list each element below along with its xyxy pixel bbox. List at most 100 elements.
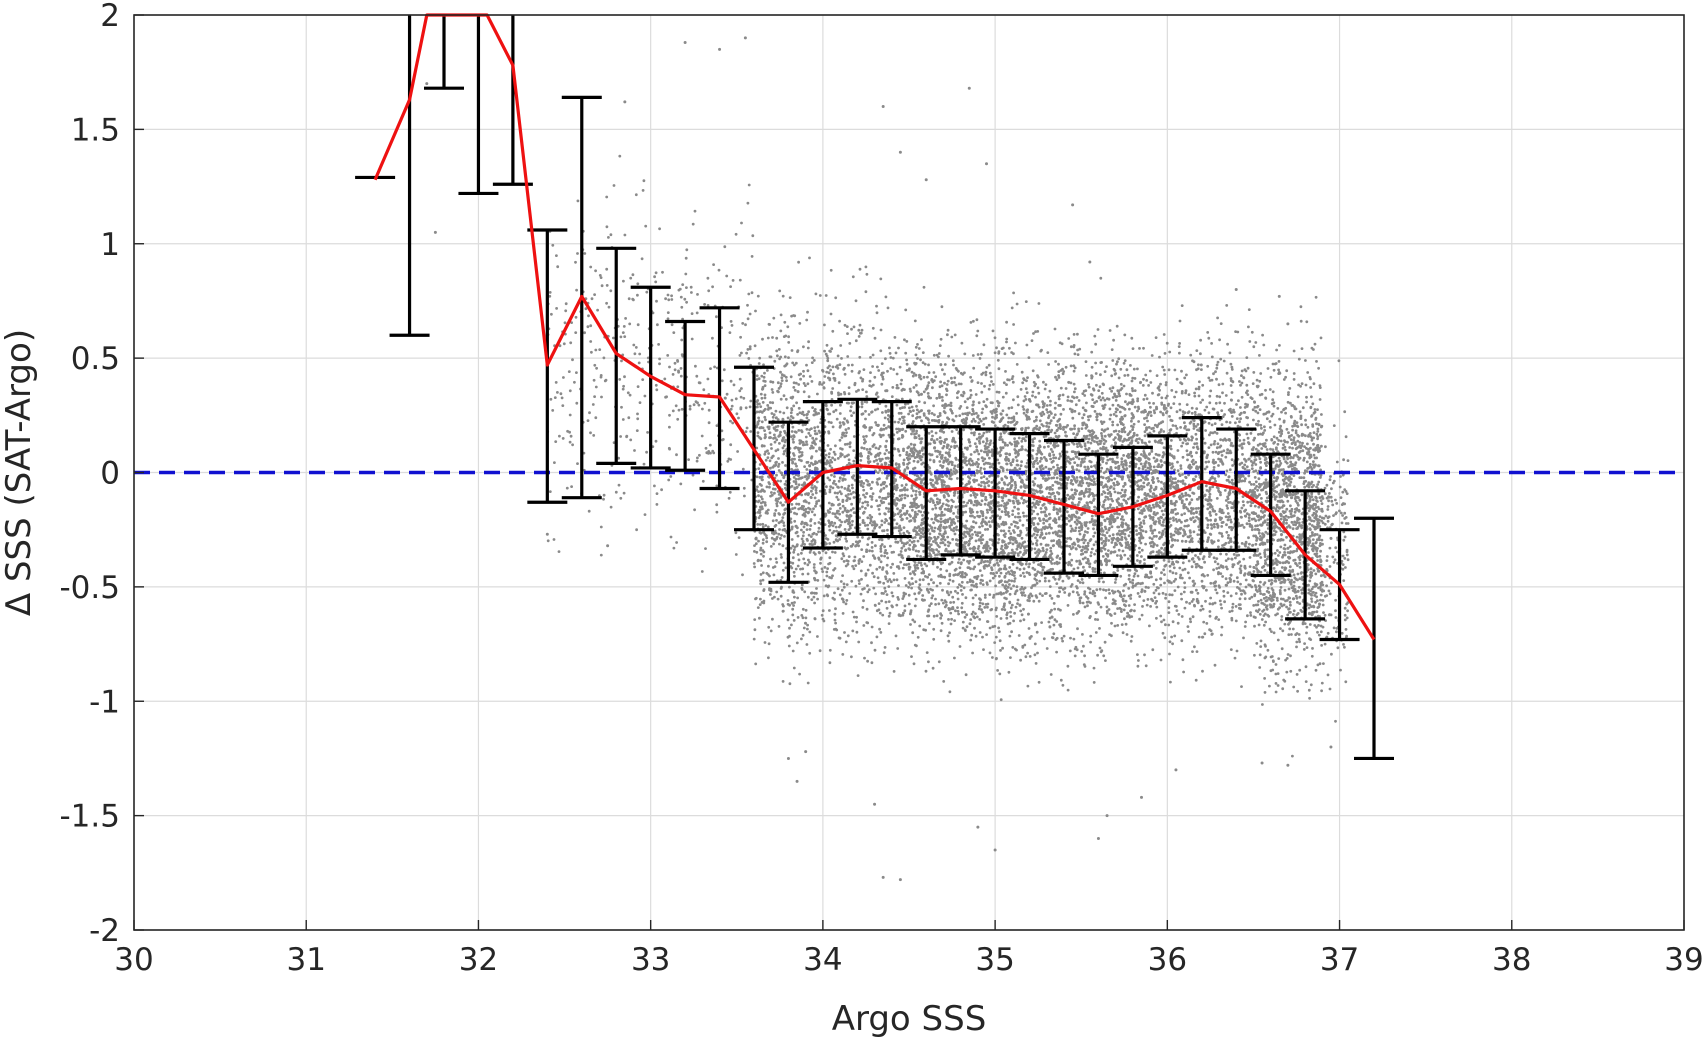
scatter-point (1015, 459, 1019, 463)
scatter-point (748, 405, 752, 409)
scatter-point (571, 443, 574, 447)
scatter-point (634, 346, 638, 349)
scatter-point (905, 511, 909, 515)
scatter-point (769, 557, 772, 561)
scatter-point (1102, 588, 1105, 592)
scatter-point (850, 369, 854, 373)
scatter-point (761, 387, 764, 391)
scatter-point (599, 374, 603, 377)
scatter-point (1077, 500, 1081, 504)
scatter-point (995, 413, 998, 417)
scatter-point (561, 437, 565, 440)
scatter-point (933, 503, 937, 507)
scatter-point (824, 551, 828, 555)
scatter-point (1049, 673, 1053, 676)
scatter-point (877, 556, 880, 560)
scatter-point (790, 525, 794, 529)
scatter-point (619, 435, 622, 438)
scatter-point (1120, 460, 1124, 464)
scatter-point (843, 372, 847, 376)
scatter-point (1150, 575, 1153, 579)
scatter-point (1023, 395, 1027, 398)
scatter-point (1052, 453, 1056, 457)
scatter-point (1007, 529, 1011, 533)
scatter-point (706, 304, 710, 307)
scatter-point (763, 384, 767, 387)
scatter-point (918, 583, 922, 587)
scatter-point (777, 493, 781, 496)
scatter-point (753, 550, 756, 553)
scatter-point (836, 364, 839, 367)
scatter-point (1077, 529, 1081, 533)
scatter-point (1007, 420, 1010, 424)
scatter-point (916, 539, 920, 543)
scatter-point (864, 573, 868, 577)
scatter-point (795, 512, 799, 516)
scatter-point (857, 335, 861, 338)
scatter-point (797, 502, 801, 506)
scatter-point (685, 300, 688, 304)
scatter-point (555, 254, 558, 257)
scatter-point (803, 499, 807, 503)
scatter-point (906, 494, 910, 498)
scatter-point (828, 648, 832, 652)
scatter-point (814, 491, 818, 495)
scatter-point (1143, 393, 1147, 397)
scatter-point (791, 649, 795, 653)
scatter-point (991, 415, 994, 419)
scatter-point (655, 299, 658, 303)
scatter-point (741, 573, 744, 577)
scatter-point (754, 537, 758, 541)
scatter-point (830, 576, 833, 580)
scatter-point (1085, 401, 1088, 405)
scatter-point (831, 550, 834, 554)
scatter-point (892, 670, 896, 673)
scatter-point (879, 499, 883, 503)
scatter-point (975, 411, 978, 415)
scatter-point (855, 615, 858, 619)
scatter-point (907, 531, 911, 535)
scatter-point (728, 490, 732, 494)
scatter-point (1019, 464, 1023, 468)
scatter-point (676, 417, 680, 421)
scatter-point (887, 614, 891, 618)
scatter-point (991, 329, 995, 333)
scatter-point (715, 503, 719, 507)
scatter-point (847, 493, 850, 496)
scatter-point (878, 495, 881, 499)
scatter-point (800, 429, 803, 432)
scatter-point (825, 570, 829, 574)
scatter-point (898, 365, 902, 369)
scatter-point (1066, 493, 1070, 497)
scatter-point (981, 579, 984, 582)
scatter-point (957, 557, 961, 561)
scatter-point (766, 336, 770, 340)
scatter-point (554, 440, 558, 443)
scatter-point (1152, 465, 1156, 469)
scatter-point (824, 294, 828, 297)
scatter-point (950, 335, 954, 339)
scatter-point (946, 540, 950, 544)
scatter-point (830, 502, 834, 506)
scatter-point (621, 387, 625, 391)
scatter-point (1124, 522, 1128, 525)
scatter-point (1152, 582, 1156, 586)
scatter-point (911, 536, 915, 540)
scatter-point (809, 519, 812, 523)
scatter-point (859, 569, 863, 573)
scatter-point (1005, 383, 1008, 386)
scatter-point (568, 440, 572, 444)
scatter-point (883, 452, 887, 456)
scatter-point (661, 270, 664, 274)
scatter-point (857, 544, 860, 548)
scatter-point (869, 371, 872, 374)
scatter-point (905, 488, 909, 492)
scatter-point (707, 408, 711, 412)
scatter-point (599, 525, 603, 529)
scatter-point (756, 559, 760, 563)
scatter-point (755, 374, 759, 378)
scatter-point (1083, 444, 1087, 448)
scatter-point (887, 433, 891, 437)
scatter-point (793, 506, 797, 510)
scatter-point (838, 421, 842, 424)
